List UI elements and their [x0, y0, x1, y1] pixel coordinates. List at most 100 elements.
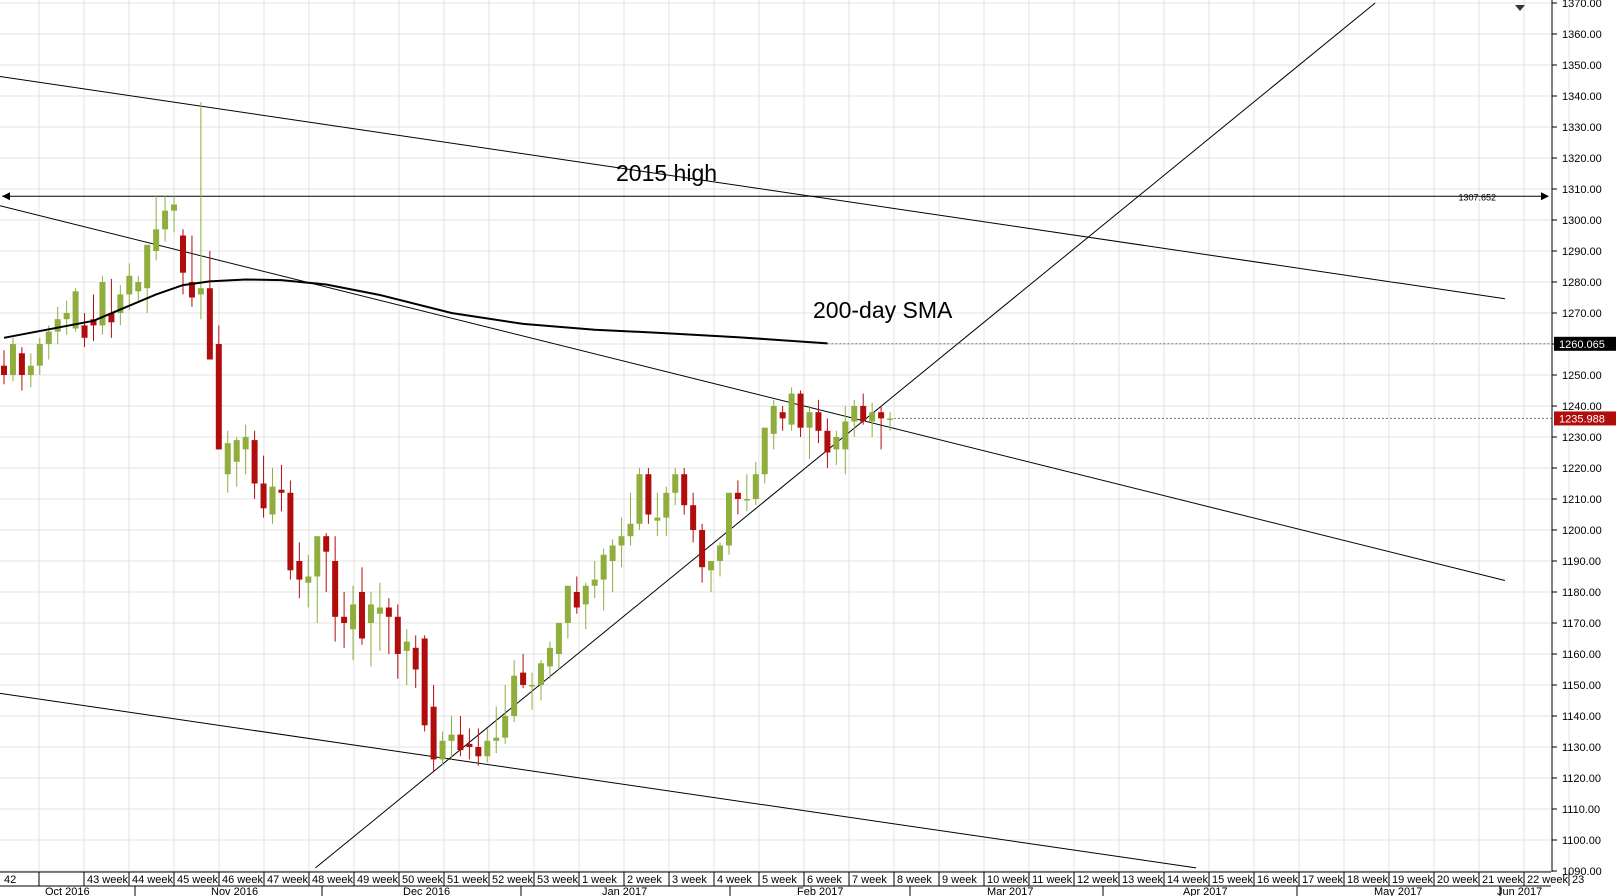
- candlestick[interactable]: [475, 728, 482, 766]
- candlestick[interactable]: [770, 399, 777, 450]
- candlestick[interactable]: [421, 635, 428, 732]
- candlestick[interactable]: [171, 195, 178, 233]
- candlestick[interactable]: [126, 263, 133, 310]
- candlestick[interactable]: [350, 585, 357, 661]
- candlestick[interactable]: [699, 523, 706, 583]
- chart-menu-chevron-icon[interactable]: [1513, 0, 1527, 11]
- candlestick[interactable]: [725, 492, 732, 555]
- candlestick[interactable]: [743, 474, 750, 512]
- candlestick[interactable]: [144, 244, 151, 313]
- candlestick[interactable]: [448, 716, 455, 760]
- candlestick[interactable]: [672, 468, 679, 506]
- candlestick[interactable]: [439, 731, 446, 766]
- candlestick[interactable]: [135, 275, 142, 301]
- candlestick[interactable]: [367, 592, 374, 667]
- candlestick[interactable]: [18, 347, 25, 391]
- candlestick[interactable]: [215, 325, 222, 450]
- candlestick[interactable]: [224, 430, 231, 493]
- candlestick[interactable]: [546, 641, 553, 679]
- candlestick[interactable]: [430, 685, 437, 772]
- candlestick[interactable]: [806, 406, 813, 459]
- candlestick[interactable]: [90, 294, 97, 341]
- candlestick[interactable]: [520, 654, 527, 689]
- candlestick[interactable]: [81, 313, 88, 348]
- candlestick[interactable]: [842, 406, 849, 475]
- candlestick[interactable]: [645, 468, 652, 524]
- candlestick[interactable]: [323, 533, 330, 592]
- candlestick[interactable]: [591, 561, 598, 599]
- candlestick[interactable]: [654, 492, 661, 537]
- candlestick[interactable]: [600, 548, 607, 611]
- candlestick[interactable]: [296, 542, 303, 599]
- candlestick[interactable]: [63, 300, 70, 335]
- candlestick[interactable]: [708, 561, 715, 592]
- candlestick[interactable]: [663, 486, 670, 537]
- candlestick[interactable]: [529, 672, 536, 710]
- candlestick[interactable]: [376, 582, 383, 651]
- candlestick[interactable]: [332, 536, 339, 642]
- candlestick[interactable]: [609, 539, 616, 592]
- candlestick[interactable]: [734, 480, 741, 515]
- candlestick[interactable]: [45, 325, 52, 360]
- candlestick[interactable]: [287, 480, 294, 580]
- candlestick[interactable]: [153, 195, 160, 261]
- candlestick[interactable]: [269, 468, 276, 524]
- candlestick[interactable]: [788, 387, 795, 431]
- candlestick[interactable]: [582, 582, 589, 630]
- candlestick[interactable]: [502, 685, 509, 744]
- candlestick[interactable]: [797, 390, 804, 438]
- candlestick[interactable]: [251, 430, 258, 499]
- candlestick[interactable]: [752, 461, 759, 506]
- candlestick[interactable]: [188, 235, 195, 307]
- candlestick[interactable]: [887, 412, 894, 431]
- candlestick[interactable]: [618, 517, 625, 568]
- candlestick[interactable]: [9, 337, 16, 382]
- candlestick[interactable]: [493, 706, 500, 754]
- candlestick[interactable]: [779, 406, 786, 431]
- candlestick[interactable]: [869, 402, 876, 437]
- candlestick[interactable]: [573, 576, 580, 614]
- candlestick[interactable]: [878, 406, 885, 450]
- candlestick[interactable]: [394, 604, 401, 679]
- candlestick[interactable]: [385, 598, 392, 654]
- candlestick[interactable]: [636, 468, 643, 530]
- candlestick[interactable]: [815, 399, 822, 444]
- candlestick[interactable]: [457, 716, 464, 757]
- candlestick[interactable]: [341, 592, 348, 648]
- candlestick[interactable]: [36, 337, 43, 375]
- candlestick[interactable]: [824, 418, 831, 468]
- candlestick[interactable]: [681, 468, 688, 515]
- candlesticks[interactable]: [1, 102, 894, 772]
- candlestick[interactable]: [305, 554, 312, 608]
- candlestick[interactable]: [412, 635, 419, 689]
- candlestick[interactable]: [1, 350, 7, 385]
- candlestick[interactable]: [260, 455, 267, 518]
- candlestick[interactable]: [197, 102, 204, 320]
- candlestick[interactable]: [833, 430, 840, 465]
- candlestick[interactable]: [233, 437, 240, 487]
- candlestick[interactable]: [206, 251, 213, 360]
- candlestick[interactable]: [627, 492, 634, 546]
- candlestick[interactable]: [359, 567, 365, 645]
- candlestick[interactable]: [403, 629, 410, 685]
- candlestick[interactable]: [466, 728, 473, 760]
- candlestick[interactable]: [484, 728, 491, 763]
- candlestick[interactable]: [555, 623, 562, 670]
- candlestick[interactable]: [117, 285, 124, 326]
- candlestick[interactable]: [314, 536, 321, 623]
- candlestick[interactable]: [564, 585, 571, 639]
- candlestick[interactable]: [851, 399, 858, 437]
- candlestick[interactable]: [108, 278, 115, 338]
- candlestick[interactable]: [180, 229, 186, 295]
- candlestick[interactable]: [27, 353, 34, 388]
- candlestick[interactable]: [242, 424, 249, 475]
- candlestick[interactable]: [761, 427, 768, 484]
- candlestick[interactable]: [511, 660, 518, 723]
- candlestick[interactable]: [278, 464, 285, 512]
- candlestick[interactable]: [690, 492, 697, 543]
- candlestick[interactable]: [99, 275, 106, 335]
- candlestick[interactable]: [538, 660, 544, 701]
- candlestick[interactable]: [54, 306, 61, 344]
- candlestick[interactable]: [717, 542, 723, 577]
